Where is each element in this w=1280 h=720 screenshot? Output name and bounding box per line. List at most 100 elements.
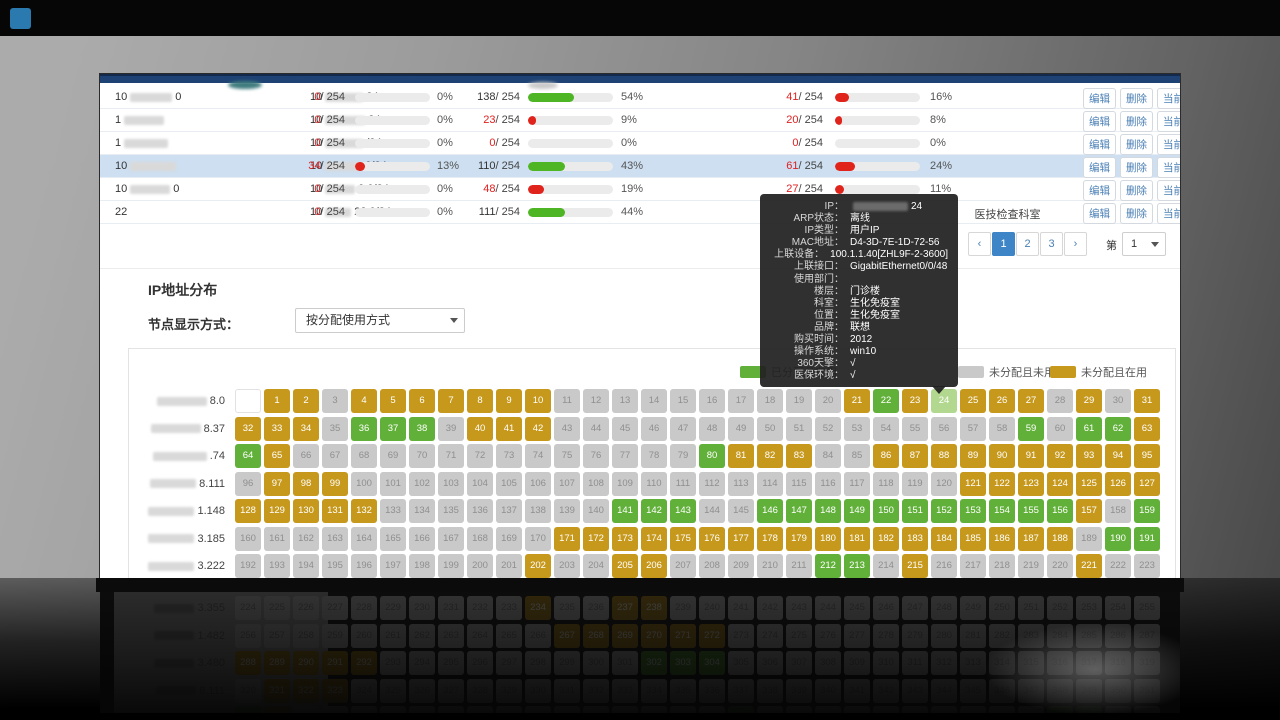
ip-cell[interactable]: 142 (641, 499, 667, 523)
current-abnormal-button[interactable]: 当前异常 (1157, 180, 1180, 201)
ip-cell[interactable]: 95 (1134, 444, 1160, 468)
pager-prev-button[interactable]: ‹ (968, 232, 991, 256)
current-abnormal-button[interactable]: 当前异常 (1157, 88, 1180, 109)
ip-cell[interactable]: 209 (728, 554, 754, 578)
ip-cell[interactable]: 159 (1134, 499, 1160, 523)
current-abnormal-button[interactable]: 当前异常 (1157, 157, 1180, 178)
ip-cell[interactable]: 201 (496, 554, 522, 578)
delete-button[interactable]: 删除 (1120, 111, 1153, 132)
ip-cell[interactable]: 207 (670, 554, 696, 578)
ip-cell[interactable]: 120 (931, 471, 957, 496)
edit-button[interactable]: 编辑 (1083, 88, 1116, 109)
pager-next-button[interactable]: › (1064, 232, 1087, 256)
edit-button[interactable]: 编辑 (1083, 157, 1116, 178)
ip-cell[interactable]: 223 (1134, 554, 1160, 578)
ip-cell[interactable]: 135 (438, 499, 464, 523)
ip-cell[interactable]: 69 (380, 444, 406, 468)
ip-cell[interactable]: 146 (757, 499, 783, 523)
ip-cell[interactable]: 203 (554, 554, 580, 578)
ip-cell[interactable]: 49 (728, 416, 754, 441)
ip-cell[interactable]: 2 (293, 389, 319, 413)
ip-cell[interactable]: 219 (1018, 554, 1044, 578)
current-abnormal-button[interactable]: 当前异常 (1157, 111, 1180, 132)
ip-cell[interactable]: 202 (525, 554, 551, 578)
ip-cell[interactable]: 60 (1047, 416, 1073, 441)
ip-cell[interactable]: 215 (902, 554, 928, 578)
ip-cell[interactable]: 126 (1105, 471, 1131, 496)
ip-cell[interactable]: 107 (554, 471, 580, 496)
ip-cell[interactable]: 23 (902, 389, 928, 413)
ip-cell[interactable]: 173 (612, 526, 638, 551)
ip-cell[interactable]: 66 (293, 444, 319, 468)
ip-cell[interactable]: 13 (612, 389, 638, 413)
ip-cell[interactable]: 81 (728, 444, 754, 468)
ip-cell[interactable]: 189 (1076, 526, 1102, 551)
ip-cell[interactable]: 150 (873, 499, 899, 523)
ip-cell[interactable]: 187 (1018, 526, 1044, 551)
ip-cell[interactable]: 90 (989, 444, 1015, 468)
ip-cell[interactable]: 139 (554, 499, 580, 523)
ip-cell[interactable]: 87 (902, 444, 928, 468)
ip-cell[interactable]: 86 (873, 444, 899, 468)
ip-cell[interactable]: 45 (612, 416, 638, 441)
ip-cell[interactable]: 149 (844, 499, 870, 523)
ip-cell[interactable]: 117 (844, 471, 870, 496)
ip-cell[interactable]: 164 (351, 526, 377, 551)
page-button-active[interactable]: 1 (992, 232, 1015, 256)
edit-button[interactable]: 编辑 (1083, 134, 1116, 155)
ip-cell[interactable]: 127 (1134, 471, 1160, 496)
ip-cell[interactable]: 145 (728, 499, 754, 523)
ip-cell[interactable]: 4 (351, 389, 377, 413)
ip-cell[interactable]: 136 (467, 499, 493, 523)
ip-cell[interactable]: 216 (931, 554, 957, 578)
ip-cell[interactable]: 27 (1018, 389, 1044, 413)
ip-cell[interactable]: 52 (815, 416, 841, 441)
ip-cell[interactable]: 17 (728, 389, 754, 413)
ip-cell[interactable]: 70 (409, 444, 435, 468)
ip-cell[interactable]: 163 (322, 526, 348, 551)
ip-cell[interactable]: 25 (960, 389, 986, 413)
ip-cell[interactable]: 59 (1018, 416, 1044, 441)
ip-cell[interactable]: 170 (525, 526, 551, 551)
ip-cell[interactable]: 11 (554, 389, 580, 413)
ip-cell[interactable]: 218 (989, 554, 1015, 578)
ip-cell[interactable]: 191 (1134, 526, 1160, 551)
ip-cell[interactable]: 148 (815, 499, 841, 523)
ip-cell[interactable]: 73 (496, 444, 522, 468)
ip-cell[interactable]: 174 (641, 526, 667, 551)
ip-cell[interactable]: 221 (1076, 554, 1102, 578)
ip-cell[interactable]: 30 (1105, 389, 1131, 413)
ip-cell[interactable]: 177 (728, 526, 754, 551)
ip-cell[interactable]: 72 (467, 444, 493, 468)
display-mode-select[interactable]: 按分配使用方式 (295, 308, 465, 333)
ip-cell[interactable]: 141 (612, 499, 638, 523)
ip-cell[interactable]: 154 (989, 499, 1015, 523)
ip-cell[interactable]: 190 (1105, 526, 1131, 551)
page-button[interactable]: 3 (1040, 232, 1063, 256)
ip-cell[interactable]: 182 (873, 526, 899, 551)
ip-cell[interactable]: 31 (1134, 389, 1160, 413)
ip-cell[interactable]: 75 (554, 444, 580, 468)
ip-cell[interactable]: 143 (670, 499, 696, 523)
ip-cell[interactable]: 58 (989, 416, 1015, 441)
ip-cell[interactable]: 9 (496, 389, 522, 413)
ip-cell[interactable]: 206 (641, 554, 667, 578)
ip-cell[interactable]: 46 (641, 416, 667, 441)
ip-cell[interactable]: 88 (931, 444, 957, 468)
ip-cell[interactable]: 165 (380, 526, 406, 551)
ip-cell[interactable]: 169 (496, 526, 522, 551)
edit-button[interactable]: 编辑 (1083, 180, 1116, 201)
ip-cell[interactable]: 140 (583, 499, 609, 523)
ip-cell[interactable]: 138 (525, 499, 551, 523)
ip-cell[interactable]: 37 (380, 416, 406, 441)
ip-cell[interactable]: 195 (322, 554, 348, 578)
ip-cell[interactable]: 57 (960, 416, 986, 441)
ip-cell[interactable]: 56 (931, 416, 957, 441)
ip-cell[interactable]: 124 (1047, 471, 1073, 496)
ip-cell[interactable]: 16 (699, 389, 725, 413)
ip-cell[interactable]: 15 (670, 389, 696, 413)
ip-cell[interactable]: 41 (496, 416, 522, 441)
ip-cell[interactable]: 160 (235, 526, 261, 551)
